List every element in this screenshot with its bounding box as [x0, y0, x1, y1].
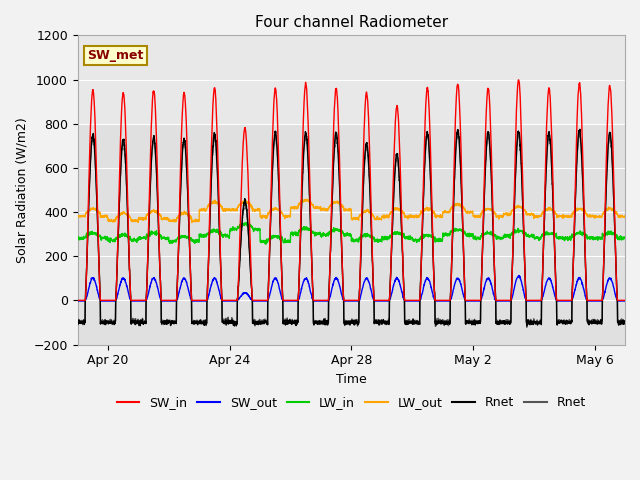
- Bar: [77, 124, 625, 345]
- X-axis label: Time: Time: [336, 373, 367, 386]
- Legend: SW_in, SW_out, LW_in, LW_out, Rnet, Rnet: SW_in, SW_out, LW_in, LW_out, Rnet, Rnet: [112, 391, 591, 414]
- Y-axis label: Solar Radiation (W/m2): Solar Radiation (W/m2): [15, 117, 28, 263]
- Title: Four channel Radiometer: Four channel Radiometer: [255, 15, 448, 30]
- Bar: [77, 36, 625, 124]
- Text: SW_met: SW_met: [88, 49, 144, 62]
